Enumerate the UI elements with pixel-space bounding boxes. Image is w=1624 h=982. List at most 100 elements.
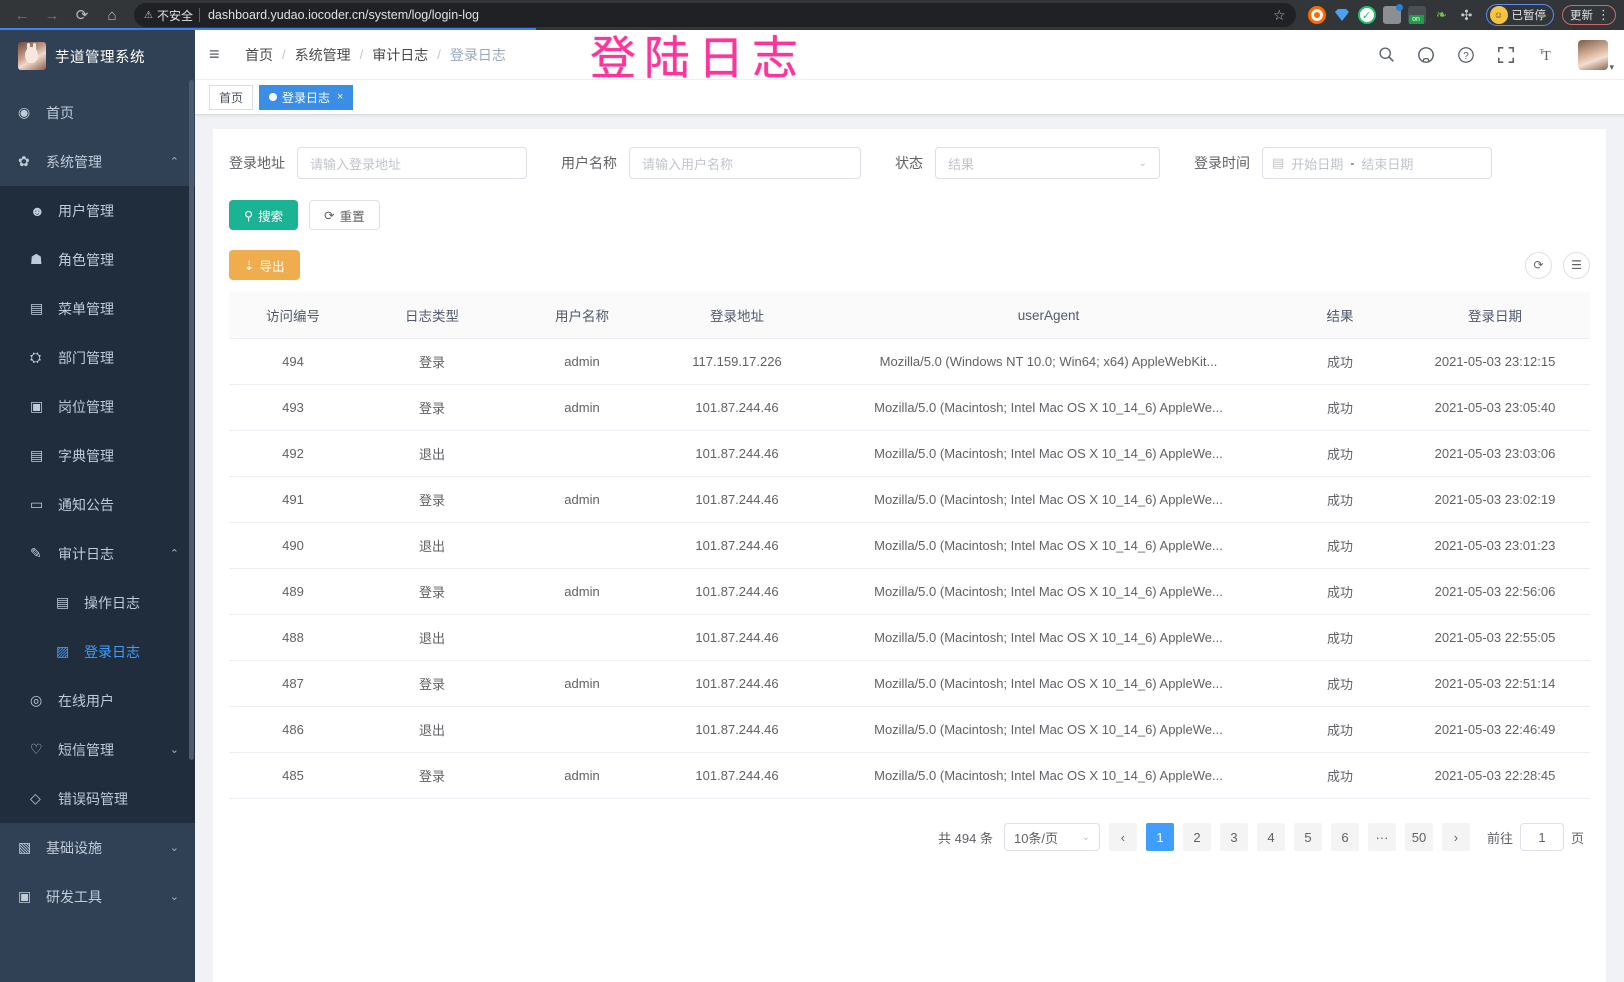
sidebar-item-10[interactable]: ▤ 操作日志 <box>0 578 195 627</box>
table-row[interactable]: 488 退出 101.87.244.46 Mozilla/5.0 (Macintosh… <box>229 614 1590 661</box>
puzzle-ext-icon[interactable]: ✣ <box>1460 6 1473 23</box>
close-icon[interactable]: × <box>337 91 344 103</box>
sidebar-item-2[interactable]: ☻ 用户管理 <box>0 186 195 235</box>
table-row[interactable]: 493 登录 admin 101.87.244.46 Mozilla/5.0 (Maci… <box>229 384 1590 431</box>
prev-page-button[interactable]: ‹ <box>1108 823 1137 851</box>
cell-address: 101.87.244.46 <box>657 384 817 431</box>
pagination: 共 494 条 10条/页 ⌄ ‹ 1 2 3 4 5 6 ··· 50 › 前往 1 页 <box>229 799 1590 869</box>
form-buttons: ⚲ 搜索 ⟳ 重置 <box>229 200 1590 230</box>
status-select[interactable]: 结果 ⌄ <box>935 147 1160 179</box>
bookmark-star-icon[interactable]: ☆ <box>1272 6 1286 23</box>
sidebar-scrollbar[interactable] <box>189 80 194 760</box>
col-header-address[interactable]: 登录地址 <box>657 292 817 339</box>
page-button-3[interactable]: 3 <box>1219 823 1248 851</box>
col-header-id[interactable]: 访问编号 <box>229 292 357 339</box>
hamburger-icon[interactable]: ≡ <box>209 44 220 64</box>
sidebar-item-3[interactable]: ☗ 角色管理 <box>0 235 195 284</box>
back-icon[interactable]: ← <box>14 6 30 24</box>
sidebar-item-5[interactable]: ⛭ 部门管理 <box>0 333 195 382</box>
sidebar-item-4[interactable]: ▤ 菜单管理 <box>0 284 195 333</box>
table-row[interactable]: 492 退出 101.87.244.46 Mozilla/5.0 (Macintosh… <box>229 430 1590 477</box>
table-tool-buttons: ⟳ ☰ <box>1525 251 1590 279</box>
breadcrumb-item-1[interactable]: 系统管理 <box>294 46 351 63</box>
sidebar-item-11[interactable]: ▨ 登录日志 <box>0 627 195 676</box>
table-row[interactable]: 490 退出 101.87.244.46 Mozilla/5.0 (Macintosh… <box>229 522 1590 569</box>
log-panel: 登录地址 请输入登录地址 用户名称 请输入用户名称 状态 结果 ⌄ <box>213 129 1606 982</box>
cell-useragent: Mozilla/5.0 (Macintosh; Intel Mac OS X 1… <box>817 660 1280 707</box>
sidebar-item-6[interactable]: ▣ 岗位管理 <box>0 382 195 431</box>
fullscreen-icon[interactable] <box>1497 46 1515 64</box>
tag-item-0[interactable]: 首页 <box>209 84 254 110</box>
sidebar-item-13[interactable]: ♡ 短信管理 ⌄ <box>0 725 195 774</box>
sidebar-item-9[interactable]: ✎ 审计日志 ⌃ <box>0 529 195 578</box>
table-row[interactable]: 491 登录 admin 101.87.244.46 Mozilla/5.0 (Maci… <box>229 476 1590 523</box>
search-icon[interactable] <box>1378 46 1395 63</box>
col-header-type[interactable]: 日志类型 <box>357 292 507 339</box>
sidebar-item-12[interactable]: ◎ 在线用户 <box>0 676 195 725</box>
home-icon[interactable]: ⌂ <box>107 6 117 24</box>
sidebar-item-14[interactable]: ◇ 错误码管理 <box>0 774 195 823</box>
login-time-daterange[interactable]: ▤ 开始日期 - 结束日期 <box>1262 147 1492 179</box>
sidebar-item-1[interactable]: ✿ 系统管理 ⌃ <box>0 137 195 186</box>
page-button-5[interactable]: 5 <box>1293 823 1322 851</box>
username-input[interactable]: 请输入用户名称 <box>629 147 861 179</box>
blue-badge-ext-icon[interactable] <box>1382 4 1403 24</box>
sidebar-item-8[interactable]: ▭ 通知公告 <box>0 480 195 529</box>
sidebar-item-label: 部门管理 <box>58 349 114 366</box>
reset-button[interactable]: ⟳ 重置 <box>309 200 380 230</box>
next-page-button[interactable]: › <box>1441 823 1470 851</box>
sidebar-item-16[interactable]: ▣ 研发工具 ⌄ <box>0 872 195 921</box>
paused-pill[interactable]: ☺ 已暂停 <box>1485 4 1554 26</box>
page-button-4[interactable]: 4 <box>1256 823 1285 851</box>
breadcrumb-item-3[interactable]: 登录日志 <box>449 46 506 63</box>
browser-menu-icon[interactable]: ⋮ <box>1597 7 1611 22</box>
blue-diamond-ext-icon[interactable] <box>1333 6 1351 24</box>
update-pill[interactable]: 更新 ⋮ <box>1562 5 1616 25</box>
reload-icon[interactable]: ⟳ <box>75 7 89 24</box>
table-row[interactable]: 486 退出 101.87.244.46 Mozilla/5.0 (Macintosh… <box>229 706 1590 753</box>
breadcrumb-item-2[interactable]: 审计日志 <box>372 46 429 63</box>
export-button[interactable]: ⇣ 导出 <box>229 250 300 280</box>
sidebar-item-label: 研发工具 <box>46 888 102 905</box>
page-button-50[interactable]: 50 <box>1404 823 1433 851</box>
help-icon[interactable]: ? <box>1457 46 1475 64</box>
sidebar-item-0[interactable]: ◉ 首页 <box>0 88 195 137</box>
page-number-buttons: 1 2 3 4 5 6 ··· 50 <box>1145 823 1433 851</box>
search-button[interactable]: ⚲ 搜索 <box>229 200 299 230</box>
table-row[interactable]: 485 登录 admin 101.87.244.46 Mozilla/5.0 (Maci… <box>229 752 1590 799</box>
col-header-result[interactable]: 结果 <box>1280 292 1400 339</box>
github-icon[interactable] <box>1417 46 1435 64</box>
sidebar-item-7[interactable]: ▤ 字典管理 <box>0 431 195 480</box>
tag-item-1[interactable]: 登录日志 × <box>259 84 354 110</box>
col-header-date[interactable]: 登录日期 <box>1400 292 1590 339</box>
sidebar-item-15[interactable]: ▧ 基础设施 ⌄ <box>0 823 195 872</box>
breadcrumb-item-0[interactable]: 首页 <box>245 46 273 63</box>
sidebar-brand[interactable]: 芋道管理系统 <box>0 30 195 82</box>
orange-ring-ext-icon[interactable] <box>1307 6 1326 24</box>
col-header-user[interactable]: 用户名称 <box>507 292 657 339</box>
leaf-ext-icon[interactable]: ❧ <box>1436 7 1447 22</box>
col-header-useragent[interactable]: userAgent <box>817 292 1280 339</box>
login-address-input[interactable]: 请输入登录地址 <box>297 147 527 179</box>
avatar-menu[interactable] <box>1578 39 1608 70</box>
page-size-select[interactable]: 10条/页 ⌄ <box>1003 823 1100 851</box>
sms-icon: ♡ <box>30 741 43 757</box>
jump-page-input[interactable]: 1 <box>1519 823 1564 851</box>
chevron-down-icon[interactable]: ▾ <box>1609 62 1614 72</box>
column-settings-button[interactable]: ☰ <box>1563 251 1590 279</box>
refresh-circle-button[interactable]: ⟳ <box>1525 251 1552 279</box>
table-row[interactable]: 489 登录 admin 101.87.244.46 Mozilla/5.0 (Maci… <box>229 568 1590 615</box>
svg-text:T: T <box>1540 49 1545 56</box>
page-button-6[interactable]: 6 <box>1330 823 1359 851</box>
page-button-2[interactable]: 2 <box>1182 823 1211 851</box>
forward-icon[interactable]: → <box>44 6 60 24</box>
page-button-···[interactable]: ··· <box>1367 823 1396 851</box>
green-check-ext-icon[interactable]: ✓ <box>1357 6 1376 24</box>
address-bar[interactable]: ⚠ 不安全 dashboard.yudao.iocoder.cn/system/… <box>134 3 1296 27</box>
on-switch-ext-icon[interactable]: on <box>1407 6 1426 24</box>
table-row[interactable]: 487 登录 admin 101.87.244.46 Mozilla/5.0 (Maci… <box>229 660 1590 707</box>
field-login-time: 登录时间 ▤ 开始日期 - 结束日期 <box>1194 147 1492 179</box>
table-row[interactable]: 494 登录 admin 117.159.17.226 Mozilla/5.0 (Win… <box>229 338 1590 385</box>
page-button-1[interactable]: 1 <box>1145 823 1174 851</box>
